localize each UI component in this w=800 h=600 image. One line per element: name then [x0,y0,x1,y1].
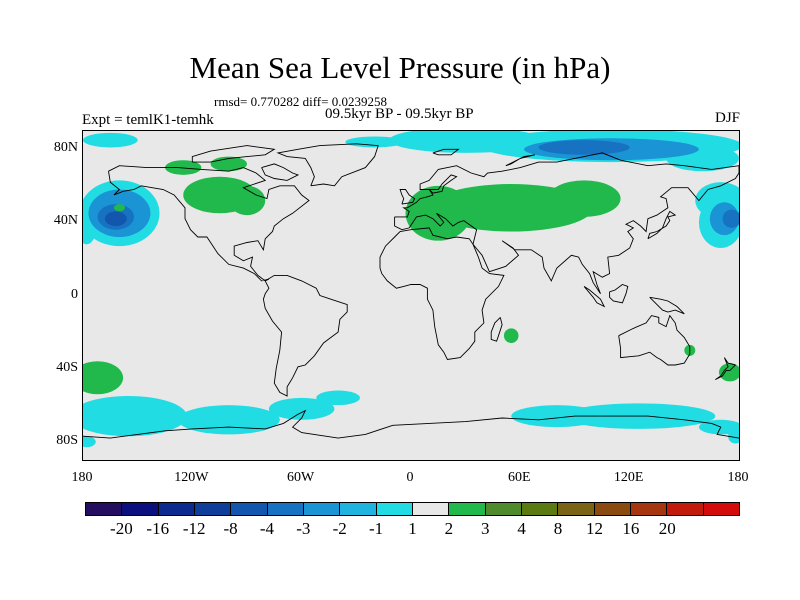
map-svg [83,131,739,460]
experiment-label: Expt = temlK1-temhk [82,112,214,128]
x-tick-label: 120W [174,470,209,485]
colorbar-swatch [667,503,704,515]
colorbar-label: -3 [296,519,311,538]
coastline [191,145,276,163]
y-tick-label: 0 [71,286,78,302]
colorbar-label: 3 [481,519,490,538]
x-tick-label: 180 [71,470,93,485]
anomaly-region [345,136,404,148]
colorbar-swatch [376,503,413,515]
coastline [428,174,458,194]
colorbar-swatch [194,503,232,515]
colorbar-label: -1 [369,519,384,538]
x-tick-label: 0 [406,470,414,485]
colorbar [85,502,740,516]
colorbar-swatch [412,503,450,515]
coastline [394,152,739,294]
colorbar-swatch [231,503,268,515]
colorbar-swatch [86,503,123,515]
coastline [108,165,310,282]
colorbar-label: 16 [622,519,640,538]
coastline [618,314,691,366]
colorbar-swatch [485,503,522,515]
colorbar-label: 20 [658,519,676,538]
colorbar-swatch [303,503,341,515]
colorbar-swatch [558,503,595,515]
coastline [379,227,505,360]
coastline [649,296,685,315]
anomaly-region [503,328,519,344]
colorbar-swatch [449,503,486,515]
anomaly-region [268,397,335,420]
anomaly-region [728,428,739,444]
colorbar-swatch [158,503,195,515]
coastline [490,317,503,342]
anomaly-region [83,396,187,437]
colorbar-label: 4 [517,519,526,538]
x-tick-label: 60E [508,470,531,485]
anomaly-region [538,140,630,155]
y-tick-label: 80N [53,140,78,156]
colorbar-swatch [703,503,739,515]
coastline [276,143,379,187]
coastline [83,409,739,439]
x-tick-label: 60W [287,470,315,485]
coastline [505,154,536,167]
colorbar-label: -16 [146,519,170,538]
season-label: DJF [714,110,740,126]
colorbar-swatch [340,503,377,515]
anomaly-region [104,211,127,227]
anomaly-region [228,185,266,216]
colorbar-label: -12 [182,519,206,538]
coastline [399,189,416,205]
coastline [715,357,737,381]
colorbar-swatch [521,503,559,515]
colorbar-swatch [630,503,668,515]
colorbar-label: -8 [223,519,238,538]
coastline [261,163,300,181]
map-plot-area [82,130,740,461]
colorbar-label: 8 [553,519,563,538]
stats-text: rmsd= 0.770282 diff= 0.0239258 [214,94,387,109]
period-label: 09.5kyr BP - 09.5kyr BP [325,106,474,122]
y-tick-label: 40S [56,359,78,375]
anomaly-region [316,390,360,406]
colorbar-label: 1 [408,519,417,538]
anomaly-region [722,209,739,228]
colorbar-label: -20 [110,519,133,538]
coastline [432,148,460,156]
anomaly-region [718,363,739,382]
colorbar-label: 2 [444,519,454,538]
chart-title: Mean Sea Level Pressure (in hPa) [189,50,611,85]
coastline [262,274,348,397]
y-tick-label: 80S [56,432,78,448]
colorbar-swatch [594,503,631,515]
y-tick-label: 40N [53,213,78,229]
anomaly-region [547,180,621,217]
anomaly-region [113,204,125,212]
colorbar-label: -4 [259,519,275,538]
x-tick-label: 120E [613,470,644,485]
colorbar-swatch [122,503,159,515]
anomaly-region [83,436,96,448]
coastline [609,283,629,304]
colorbar-swatch [267,503,304,515]
anomaly-region [83,361,124,395]
anomaly-region [83,132,138,148]
anomaly-region [165,160,202,175]
x-tick-label: 180 [727,470,749,485]
colorbar-label: 12 [585,519,603,538]
colorbar-label: -2 [332,519,347,538]
anomaly-region [405,185,472,241]
coastline [583,286,606,308]
anomaly-region [177,405,280,435]
coastline [647,210,677,240]
